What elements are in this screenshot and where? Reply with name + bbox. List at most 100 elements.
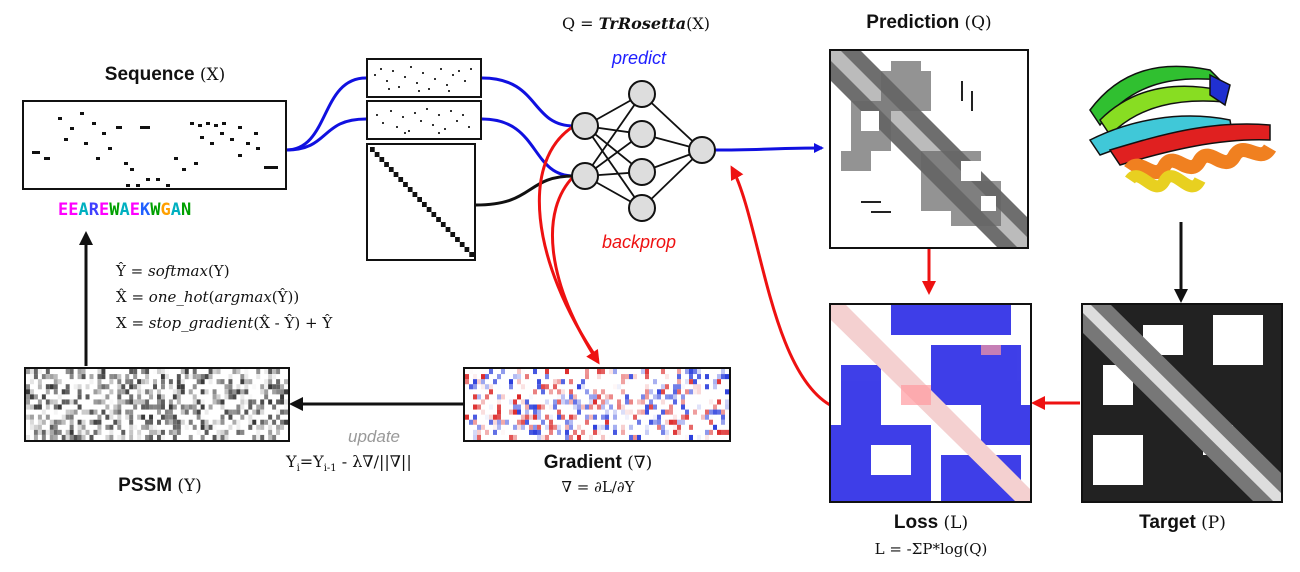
- pssm-cell: [232, 389, 237, 395]
- gradient-cell: [605, 409, 609, 415]
- sequence-letter: A: [78, 200, 89, 220]
- gradient-cell: [541, 384, 545, 390]
- pssm-cell: [240, 374, 245, 380]
- pssm-cell: [268, 374, 273, 380]
- gradient-cell: [489, 369, 493, 375]
- gradient-cell: [649, 404, 653, 410]
- pssm-cell: [73, 384, 78, 390]
- pssm-cell: [113, 409, 118, 415]
- pssm-cell: [176, 389, 181, 395]
- pssm-cell: [149, 424, 154, 430]
- pssm-cell: [232, 424, 237, 430]
- pssm-cell: [53, 384, 58, 390]
- pssm-cell: [33, 374, 38, 380]
- gradient-cell: [661, 389, 665, 395]
- gradient-cell: [661, 429, 665, 435]
- pssm-cell: [236, 419, 241, 425]
- pssm-cell: [196, 414, 201, 420]
- gradient-cell: [497, 414, 501, 420]
- pssm-cell: [272, 404, 277, 410]
- pssm-cell: [280, 419, 285, 425]
- pssm-cell: [65, 434, 70, 440]
- pssm-cell: [256, 429, 261, 435]
- pssm-cell: [248, 394, 253, 400]
- pssm-cell: [260, 409, 265, 415]
- pssm-cell: [220, 379, 225, 385]
- pssm-cell: [276, 414, 281, 420]
- pssm-map: [24, 367, 290, 442]
- pssm-cell: [224, 429, 229, 435]
- protein-helix-yellow: [1125, 170, 1206, 193]
- pssm-cell: [133, 399, 138, 405]
- pssm-cell: [256, 404, 261, 410]
- gradient-cell: [473, 429, 477, 435]
- pssm-cell: [117, 424, 122, 430]
- gradient-cell: [689, 424, 693, 430]
- gradient-cell: [513, 404, 517, 410]
- gradient-cell: [689, 379, 693, 385]
- gradient-cell: [697, 374, 701, 380]
- gradient-cell: [661, 399, 665, 405]
- pssm-cell: [176, 394, 181, 400]
- pssm-cell: [268, 379, 273, 385]
- pssm-cell: [53, 404, 58, 410]
- pssm-cell: [26, 394, 30, 400]
- pssm-cell: [153, 379, 157, 385]
- gradient-cell: [645, 409, 649, 415]
- pssm-cell: [164, 374, 169, 380]
- pssm-cell: [160, 369, 165, 375]
- pssm-cell: [117, 389, 122, 395]
- gradient-cell: [645, 369, 649, 375]
- pssm-cell: [101, 369, 106, 375]
- pssm-cell: [97, 399, 102, 405]
- pssm-cell: [105, 434, 110, 440]
- pssm-cell: [280, 389, 285, 395]
- pssm-cell: [117, 384, 122, 390]
- pssm-cell: [157, 429, 161, 435]
- gradient-cell: [653, 379, 657, 385]
- pssm-cell: [192, 399, 197, 405]
- target-contact-map: [1081, 303, 1283, 503]
- gradient-cell: [709, 419, 713, 425]
- pssm-cell: [93, 399, 98, 405]
- pssm-cell: [200, 374, 205, 380]
- pssm-cell: [109, 429, 114, 435]
- diagonal-cell: [440, 222, 446, 227]
- gradient-cell: [581, 384, 585, 390]
- gradient-cell: [537, 409, 541, 415]
- pssm-cell: [180, 369, 185, 375]
- pssm-cell: [160, 404, 165, 410]
- gradient-cell: [553, 404, 557, 410]
- diagonal-cell: [426, 207, 432, 212]
- pssm-cell: [276, 389, 281, 395]
- gradient-cell: [645, 374, 649, 380]
- pssm-cell: [37, 384, 42, 390]
- pssm-cell: [192, 369, 197, 375]
- pssm-cell: [153, 384, 157, 390]
- pssm-cell: [216, 434, 221, 440]
- pssm-cell: [280, 399, 285, 405]
- pssm-cell: [212, 434, 217, 440]
- pssm-cell: [37, 404, 42, 410]
- gradient-cell: [725, 399, 729, 405]
- gradient-cell: [645, 384, 649, 390]
- gradient-cell: [649, 399, 653, 405]
- gradient-cell: [533, 404, 537, 410]
- pssm-cell: [57, 429, 62, 435]
- gradient-cell: [593, 399, 597, 405]
- gradient-cell: [509, 434, 513, 440]
- gradient-cell: [557, 379, 561, 385]
- gradient-cell: [533, 369, 537, 375]
- gradient-cell: [625, 374, 629, 380]
- pssm-cell: [240, 399, 245, 405]
- gradient-cell: [537, 384, 541, 390]
- pssm-cell: [224, 384, 229, 390]
- pssm-cell: [168, 404, 173, 410]
- gradient-cell: [717, 399, 721, 405]
- gradient-cell: [561, 379, 565, 385]
- gradient-cell: [705, 384, 709, 390]
- gradient-cell: [609, 425, 613, 430]
- gradient-cell: [533, 424, 537, 430]
- pssm-cell: [248, 379, 253, 385]
- pssm-cell: [252, 409, 257, 415]
